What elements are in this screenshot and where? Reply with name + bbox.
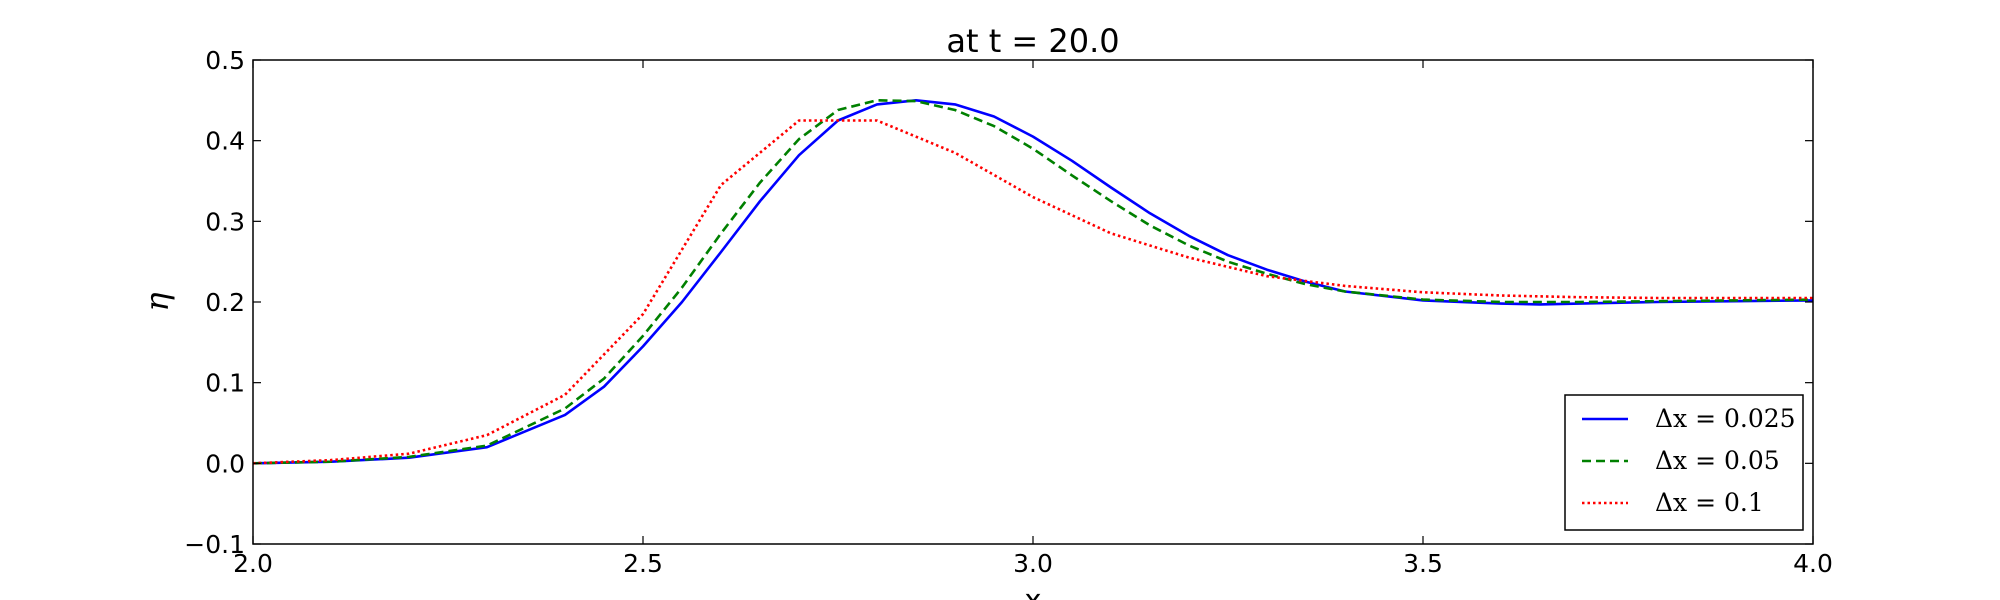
chart-title: at t = 20.0 [946,22,1119,60]
x-tick-label: 3.0 [1013,549,1053,578]
y-tick-label: −0.1 [184,530,245,559]
x-tick-label: 3.5 [1403,549,1443,578]
legend-label-3: Δx = 0.1 [1655,488,1764,517]
x-axis-label: x [1024,583,1041,600]
x-tick-label: 2.5 [623,549,663,578]
legend-label-1: Δx = 0.025 [1655,404,1796,433]
legend-label-2: Δx = 0.05 [1655,446,1780,475]
series-line-2 [252,99,1814,465]
axis-ticks: 2.0 2.5 3.0 3.5 4.0 −0.1 0.0 0.1 0.2 0.3 0.4 0.5 [184,46,1833,578]
y-tick-label: 0.4 [205,127,245,156]
legend-box [1564,394,1804,531]
legend: Δx = 0.025 Δx = 0.05 Δx = 0.1 [1564,394,1804,531]
y-tick-label: 0.1 [205,369,245,398]
y-tick-label: 0.0 [205,449,245,478]
plot-area: 2.0 2.5 3.0 3.5 4.0 −0.1 0.0 0.1 0.2 0.3 0.4 0.5 [184,46,1833,578]
series-lines [252,99,1814,465]
y-tick-label: 0.3 [205,207,245,236]
y-tick-label: 0.2 [205,288,245,317]
x-tick-label: 4.0 [1793,549,1833,578]
y-tick-label: 0.5 [205,46,245,75]
series-line-3 [252,119,1813,465]
x-tick-label: 2.0 [233,549,273,578]
series-line-1 [252,99,1814,465]
y-axis-label: η [138,292,176,311]
